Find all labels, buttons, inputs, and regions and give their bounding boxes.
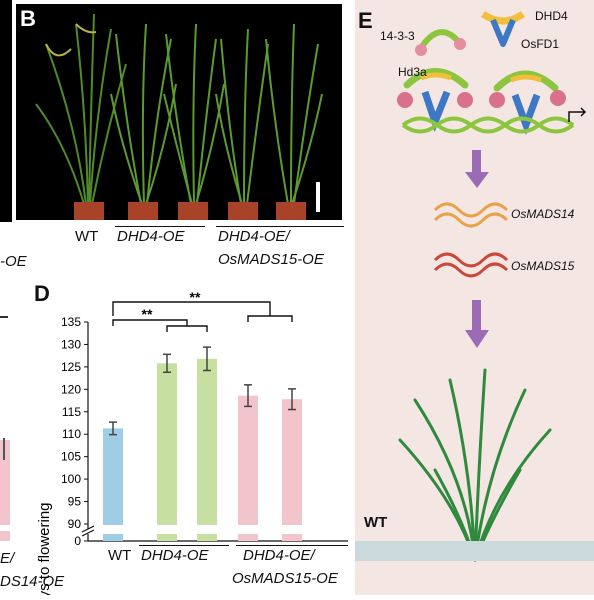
label-dhd4: DHD4 <box>535 9 568 23</box>
left-panel-fragment <box>0 0 12 222</box>
chart-y-axis-label: Days to flowering <box>36 502 53 595</box>
chart-xlabel-combo-line1: DHD4-OE/ <box>243 547 315 564</box>
ground <box>355 541 594 561</box>
rice-plant-drawing <box>398 368 552 562</box>
down-arrow-1 <box>465 150 489 188</box>
bar-lower <box>103 534 123 541</box>
label-14-3-3: 14-3-3 <box>380 29 415 43</box>
wt-plant <box>35 13 127 205</box>
plant-photo <box>16 4 342 220</box>
sig-star-outer: ** <box>190 289 201 305</box>
bound-complex-2 <box>489 70 566 136</box>
bar-lower <box>197 534 217 541</box>
bar-lower <box>157 534 177 541</box>
photo-underline-dhd4 <box>115 226 205 227</box>
y-tick-label: 95 <box>68 495 82 509</box>
bar <box>103 428 123 525</box>
y-tick-label: 120 <box>61 382 81 396</box>
dna-strand-2 <box>401 116 575 134</box>
mads14-mrna <box>433 202 509 218</box>
y-tick-label: 115 <box>62 405 81 419</box>
chart-xlabel-underline-combo <box>236 545 348 546</box>
osfd1-icon <box>490 18 516 47</box>
photo-label-combo-line1: DHD4-OE/ <box>218 228 290 245</box>
days-to-flowering-chart: Days to flowering 0 90 95 100 105 110 115 120 12… <box>36 289 348 595</box>
sig-bracket-dhd4-group <box>166 325 208 332</box>
left-errorbar-fragment <box>3 438 5 460</box>
dhd4-icon <box>480 11 526 25</box>
photo-label-combo-line2: OsMADS15-OE <box>218 251 324 268</box>
bar-lower <box>238 534 258 541</box>
transcription-start-arrow <box>568 107 587 122</box>
mads15-mrna-2 <box>433 262 509 278</box>
photo-underline-combo <box>216 226 344 227</box>
mads14-mrna-2 <box>433 212 509 228</box>
left-axis-tick-fragment <box>0 316 8 318</box>
chart-xlabel-wt: WT <box>108 547 132 564</box>
axis-break-mark <box>81 525 95 537</box>
combo-plant-2 <box>265 23 323 205</box>
down-arrow-2 <box>465 300 489 348</box>
protein-14-3-3-icon <box>420 29 460 48</box>
chart-xlabel-combo-line2: OsMADS15-OE <box>232 570 338 587</box>
label-wt-model: WT <box>364 514 388 531</box>
left-bar-fragment-bottom <box>0 531 10 541</box>
hd3a-icon-2 <box>454 38 466 50</box>
panel-b-letter: B <box>20 6 36 31</box>
dhd4-plant-1 <box>110 23 177 205</box>
model-diagram <box>355 11 594 562</box>
combo-plant-1 <box>215 28 269 205</box>
plant-photo-drawing <box>35 13 323 220</box>
y-tick-label: 110 <box>62 427 81 441</box>
bar <box>238 395 258 525</box>
y-tick-label: 90 <box>68 517 82 531</box>
y-tick-label: 105 <box>61 450 81 464</box>
bar <box>282 399 302 525</box>
chart-xlabel-underline-dhd4 <box>139 545 229 546</box>
sig-bracket-inner <box>112 319 188 326</box>
y-tick-label: 0 <box>74 534 81 548</box>
y-tick-label: 100 <box>61 472 81 486</box>
bar <box>157 363 177 525</box>
bound-complex-1 <box>397 68 473 133</box>
hd3a-icon <box>415 44 427 56</box>
y-tick-label: 135 <box>61 315 81 329</box>
sig-bracket-combo-group <box>247 315 293 322</box>
chart-xlabel-dhd4: DHD4-OE <box>141 547 209 564</box>
panel-d-letter: D <box>34 281 50 306</box>
photo-label-dhd4: DHD4-OE <box>117 228 185 245</box>
pots <box>74 202 306 220</box>
left-oe-label-fragment: -OE <box>0 253 27 270</box>
left-mads14-label-fragment: DS14-OE <box>0 573 65 590</box>
panel-e-letter: E <box>358 8 373 33</box>
y-tick-label: 125 <box>61 360 81 374</box>
label-osfd1: OsFD1 <box>521 37 560 51</box>
dhd4-plant-2 <box>163 23 225 205</box>
sig-bracket-outer <box>112 301 271 316</box>
model-panel <box>355 0 594 595</box>
label-osmads14: OsMADS14 <box>511 207 575 221</box>
photo-label-wt: WT <box>75 228 99 245</box>
left-e-label-fragment: E/ <box>0 550 15 567</box>
sig-star-inner: ** <box>142 306 153 322</box>
bar <box>197 358 217 525</box>
label-hd3a: Hd3a <box>398 65 427 79</box>
label-osmads15: OsMADS15 <box>511 259 575 273</box>
dna-strand-1 <box>401 116 575 134</box>
left-bar-fragment <box>0 440 10 525</box>
scale-bar <box>316 182 320 212</box>
y-tick-label: 130 <box>61 337 81 351</box>
bar-lower <box>282 534 302 541</box>
mads15-mrna <box>433 252 509 268</box>
